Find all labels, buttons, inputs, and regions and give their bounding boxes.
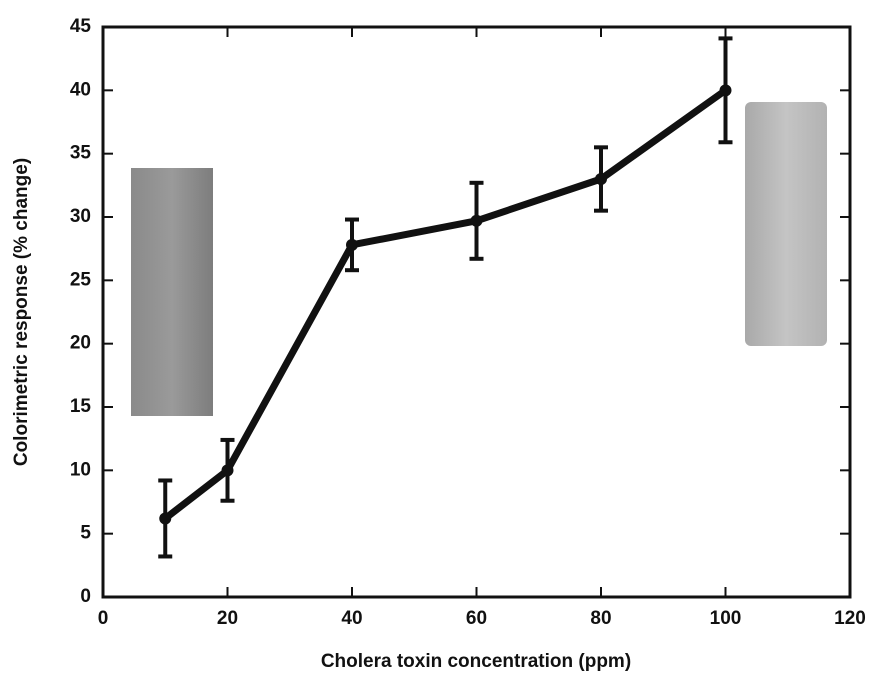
x-tick-label: 40 bbox=[341, 608, 362, 629]
test-strip-image bbox=[745, 102, 827, 346]
y-tick-label: 10 bbox=[70, 459, 91, 480]
x-tick-label: 100 bbox=[710, 608, 742, 629]
test-strip-image bbox=[131, 168, 213, 416]
y-tick-label: 30 bbox=[70, 206, 91, 227]
x-axis-label: Cholera toxin concentration (ppm) bbox=[321, 651, 631, 672]
x-tick-label: 0 bbox=[98, 608, 109, 629]
data-point bbox=[346, 238, 358, 251]
y-tick-label: 15 bbox=[70, 396, 92, 417]
plot-frame bbox=[101, 25, 852, 599]
y-tick-label: 40 bbox=[70, 79, 91, 100]
data-point bbox=[719, 84, 732, 97]
x-tick-label: 20 bbox=[217, 608, 238, 629]
x-tick-label: 80 bbox=[590, 608, 611, 629]
y-tick-label: 35 bbox=[70, 143, 92, 164]
y-tick-label: 45 bbox=[70, 16, 92, 37]
y-tick-label: 20 bbox=[70, 333, 91, 354]
x-tick-label: 120 bbox=[834, 608, 866, 629]
y-tick-label: 25 bbox=[70, 269, 92, 290]
data-point bbox=[470, 214, 483, 227]
data-point bbox=[595, 173, 607, 185]
y-axis-label: Colorimetric response (% change) bbox=[11, 158, 32, 466]
data-line bbox=[163, 87, 728, 522]
y-tick-label: 0 bbox=[80, 586, 91, 607]
x-tick-label: 60 bbox=[466, 608, 487, 629]
y-tick-label: 5 bbox=[80, 523, 91, 544]
data-point bbox=[221, 464, 234, 477]
data-point bbox=[159, 512, 172, 525]
